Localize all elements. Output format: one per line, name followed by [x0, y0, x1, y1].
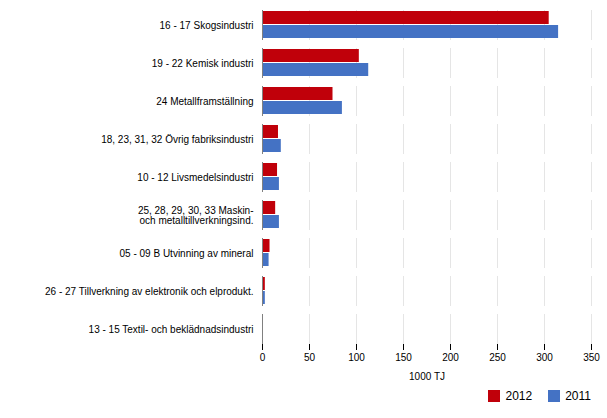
svg-text:19 - 22 Kemisk industri: 19 - 22 Kemisk industri [152, 58, 254, 69]
svg-text:300: 300 [536, 352, 553, 363]
svg-text:10 - 12 Livsmedelsindustri: 10 - 12 Livsmedelsindustri [137, 172, 253, 183]
svg-text:150: 150 [395, 352, 412, 363]
svg-text:1000 TJ: 1000 TJ [409, 371, 445, 382]
svg-text:25, 28, 29, 30, 33 Maskin-och: 25, 28, 29, 30, 33 Maskin-och metalltill… [138, 205, 254, 226]
svg-text:24 Metallframställning: 24 Metallframställning [156, 96, 253, 107]
svg-text:0: 0 [260, 352, 266, 363]
svg-text:18, 23, 31, 32 Övrig fabriksin: 18, 23, 31, 32 Övrig fabriksindustri [101, 134, 253, 145]
svg-text:05 - 09 B Utvinning av mineral: 05 - 09 B Utvinning av mineral [120, 248, 254, 259]
svg-text:26 - 27 Tillverkning av elektr: 26 - 27 Tillverkning av elektronik och e… [45, 286, 253, 297]
svg-text:250: 250 [489, 352, 506, 363]
html-text:2011: 2011 [565, 389, 591, 403]
svg-text:13 - 15 Textil- och beklädnads: 13 - 15 Textil- och beklädnadsindustri [89, 324, 254, 335]
svg-text:350: 350 [583, 352, 600, 363]
svg-text:50: 50 [304, 352, 316, 363]
svg-text:200: 200 [442, 352, 459, 363]
svg-text:100: 100 [348, 352, 365, 363]
html-text:2012: 2012 [505, 389, 533, 403]
svg-text:16 - 17 Skogsindustri: 16 - 17 Skogsindustri [160, 20, 254, 31]
